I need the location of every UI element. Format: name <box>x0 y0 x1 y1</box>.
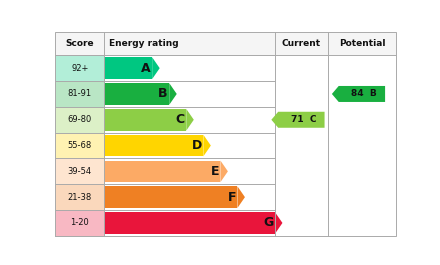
Polygon shape <box>271 112 325 128</box>
Text: 21-38: 21-38 <box>68 193 92 202</box>
Polygon shape <box>275 212 282 234</box>
Bar <box>55 133 104 158</box>
Bar <box>55 32 396 55</box>
Polygon shape <box>238 186 245 208</box>
Bar <box>104 109 186 131</box>
Bar <box>55 107 104 133</box>
Bar <box>55 210 104 236</box>
Bar <box>104 161 220 182</box>
Bar <box>55 81 104 107</box>
Text: 1-20: 1-20 <box>70 218 89 227</box>
Text: 92+: 92+ <box>71 64 88 73</box>
Bar <box>104 212 275 234</box>
Text: 69-80: 69-80 <box>68 115 92 124</box>
Text: C: C <box>176 113 185 126</box>
Polygon shape <box>186 109 194 131</box>
Text: 55-68: 55-68 <box>68 141 92 150</box>
Text: F: F <box>227 191 236 204</box>
Text: 39-54: 39-54 <box>68 167 92 176</box>
Bar <box>55 184 104 210</box>
Text: Energy rating: Energy rating <box>109 39 178 48</box>
Text: G: G <box>263 217 274 229</box>
Bar <box>104 186 238 208</box>
Text: Current: Current <box>282 39 321 48</box>
Text: E: E <box>210 165 219 178</box>
Text: Potential: Potential <box>339 39 385 48</box>
Text: 71  C: 71 C <box>291 115 316 124</box>
Bar <box>104 135 203 156</box>
Bar <box>104 83 169 105</box>
Text: 81-91: 81-91 <box>68 90 92 99</box>
Text: 84  B: 84 B <box>351 90 377 99</box>
Polygon shape <box>332 86 385 102</box>
Text: A: A <box>141 62 151 75</box>
Bar <box>55 55 104 81</box>
Polygon shape <box>152 57 160 79</box>
Polygon shape <box>169 83 177 105</box>
Bar <box>104 57 152 79</box>
Polygon shape <box>203 135 211 156</box>
Text: B: B <box>158 87 168 100</box>
Text: D: D <box>192 139 202 152</box>
Polygon shape <box>220 161 228 182</box>
Bar <box>55 158 104 184</box>
Text: Score: Score <box>66 39 94 48</box>
